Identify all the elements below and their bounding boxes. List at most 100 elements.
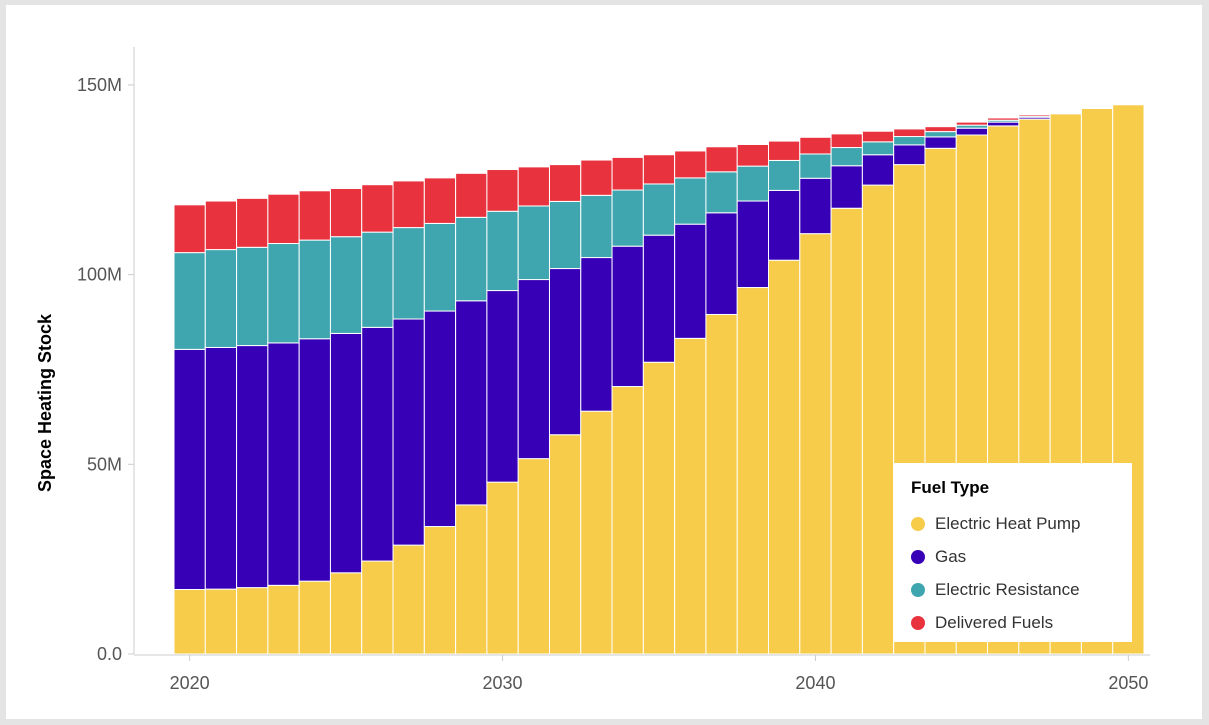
bar-electric-heat-pump-2030 <box>486 481 519 655</box>
bar-gas-2042 <box>861 154 895 186</box>
legend: Fuel Type Electric Heat Pump Gas Electri… <box>894 463 1132 642</box>
bar-delivered-fuels-2048 <box>1049 110 1082 113</box>
legend-item-electric-heat-pump: Electric Heat Pump <box>911 513 1081 535</box>
legend-label: Electric Resistance <box>935 580 1080 599</box>
bar-delivered-fuels-2029 <box>455 172 488 218</box>
legend-swatch <box>911 517 925 531</box>
bar-delivered-fuels-2039 <box>768 140 801 161</box>
bar-delivered-fuels-2030 <box>486 169 519 212</box>
bar-gas-2034 <box>611 245 644 388</box>
bar-electric-heat-pump-2034 <box>611 386 644 655</box>
legend-swatch <box>911 550 925 564</box>
bar-gas-2032 <box>548 268 582 436</box>
bar-gas-2022 <box>236 345 269 589</box>
bar-gas-2043 <box>893 144 926 166</box>
bar-delivered-fuels-2047 <box>1018 114 1051 117</box>
bar-delivered-fuels-2034 <box>611 156 644 191</box>
bar-gas-2041 <box>830 165 863 209</box>
bar-delivered-fuels-2025 <box>329 188 363 238</box>
bar-electric-resistance-2034 <box>611 189 644 247</box>
bar-electric-resistance-2020 <box>173 252 206 350</box>
bar-electric-resistance-2024 <box>298 239 331 340</box>
legend-label: Electric Heat Pump <box>935 514 1081 533</box>
bar-electric-resistance-2031 <box>517 205 550 281</box>
axes: 0.0 50M 100M 150M 2020 2030 2040 2050 <box>77 47 1150 693</box>
bar-gas-2021 <box>204 346 238 590</box>
bar-delivered-fuels-2041 <box>830 133 863 149</box>
bar-delivered-fuels-2021 <box>204 200 238 251</box>
bar-electric-resistance-2023 <box>267 243 300 344</box>
bar-electric-heat-pump-2020 <box>173 589 206 655</box>
y-tick-label: 150M <box>77 75 122 95</box>
bar-delivered-fuels-2020 <box>173 204 206 254</box>
bar-electric-resistance-2041 <box>830 147 863 167</box>
bar-delivered-fuels-2042 <box>861 130 895 143</box>
bar-gas-2028 <box>423 310 457 528</box>
bar-electric-resistance-2039 <box>768 159 801 191</box>
bar-electric-resistance-2037 <box>705 171 738 214</box>
bar-electric-heat-pump-2033 <box>580 410 613 655</box>
bar-gas-2046 <box>987 121 1020 127</box>
bar-electric-resistance-2038 <box>736 165 770 202</box>
bar-electric-resistance-2030 <box>486 210 519 292</box>
y-tick-label: 50M <box>87 454 122 474</box>
y-tick-label: 100M <box>77 265 122 285</box>
bar-delivered-fuels-2037 <box>705 146 738 173</box>
bar-delivered-fuels-2032 <box>548 164 582 202</box>
x-tick-label: 2040 <box>795 673 835 693</box>
bar-delivered-fuels-2043 <box>893 128 926 138</box>
bar-delivered-fuels-2027 <box>392 180 425 229</box>
bar-electric-heat-pump-2024 <box>298 580 331 655</box>
bar-delivered-fuels-2035 <box>642 154 676 185</box>
bar-delivered-fuels-2036 <box>674 150 707 179</box>
x-tick-label: 2030 <box>483 673 523 693</box>
bar-gas-2026 <box>361 326 394 562</box>
bar-delivered-fuels-2044 <box>924 126 957 133</box>
bar-electric-heat-pump-2023 <box>267 584 300 655</box>
bar-electric-heat-pump-2038 <box>736 287 770 655</box>
x-tick-label: 2050 <box>1108 673 1148 693</box>
bar-electric-heat-pump-2027 <box>392 544 425 655</box>
bar-gas-2037 <box>705 212 738 315</box>
bar-delivered-fuels-2028 <box>423 177 457 224</box>
bar-electric-resistance-2036 <box>674 177 707 225</box>
bar-gas-2036 <box>674 223 707 339</box>
bar-electric-heat-pump-2022 <box>236 587 269 655</box>
plot-area <box>173 103 1145 655</box>
bar-electric-resistance-2042 <box>861 141 895 156</box>
bar-gas-2040 <box>799 177 832 235</box>
bar-delivered-fuels-2022 <box>236 197 269 248</box>
bar-electric-resistance-2044 <box>924 131 957 138</box>
bar-electric-heat-pump-2031 <box>517 458 550 655</box>
bar-gas-2020 <box>173 348 206 591</box>
bar-delivered-fuels-2026 <box>361 184 394 233</box>
bar-gas-2038 <box>736 200 770 289</box>
bar-gas-2039 <box>768 189 801 261</box>
bar-electric-resistance-2040 <box>799 153 832 179</box>
bar-electric-resistance-2022 <box>236 246 269 347</box>
bar-electric-resistance-2043 <box>893 136 926 146</box>
bar-electric-heat-pump-2040 <box>799 233 832 655</box>
bar-electric-heat-pump-2039 <box>768 259 801 655</box>
y-tick-label: 0.0 <box>97 644 122 664</box>
bar-gas-2027 <box>392 318 425 546</box>
legend-swatch <box>911 616 925 630</box>
bar-electric-resistance-2035 <box>642 183 676 236</box>
bar-electric-heat-pump-2041 <box>830 207 863 655</box>
bar-electric-resistance-2027 <box>392 227 425 320</box>
bar-delivered-fuels-2046 <box>987 117 1020 121</box>
legend-label: Gas <box>935 547 967 566</box>
bar-delivered-fuels-2040 <box>799 136 832 155</box>
legend-item-delivered-fuels: Delivered Fuels <box>911 612 1053 634</box>
legend-item-gas: Gas <box>911 546 966 568</box>
bar-electric-resistance-2033 <box>580 194 613 259</box>
bar-electric-resistance-2025 <box>329 236 363 334</box>
bar-electric-resistance-2032 <box>548 200 582 270</box>
legend-item-electric-resistance: Electric Resistance <box>911 579 1080 601</box>
bar-electric-heat-pump-2037 <box>705 313 738 655</box>
bar-electric-resistance-2021 <box>204 249 238 348</box>
legend-swatch <box>911 583 925 597</box>
bar-electric-resistance-2028 <box>423 222 457 312</box>
bar-electric-resistance-2029 <box>455 216 488 302</box>
bar-electric-heat-pump-2042 <box>861 184 895 655</box>
